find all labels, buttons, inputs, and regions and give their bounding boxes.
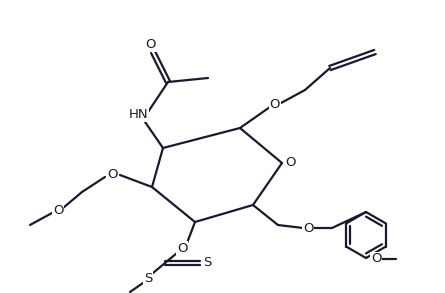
Text: O: O [285, 156, 295, 169]
Text: S: S [203, 256, 211, 270]
Text: HN: HN [129, 108, 149, 122]
Text: O: O [177, 241, 187, 255]
Text: O: O [107, 168, 117, 181]
Text: O: O [270, 98, 280, 112]
Text: O: O [53, 204, 63, 217]
Text: O: O [303, 222, 313, 234]
Text: O: O [371, 253, 381, 265]
Text: O: O [146, 38, 156, 52]
Text: S: S [144, 272, 152, 285]
